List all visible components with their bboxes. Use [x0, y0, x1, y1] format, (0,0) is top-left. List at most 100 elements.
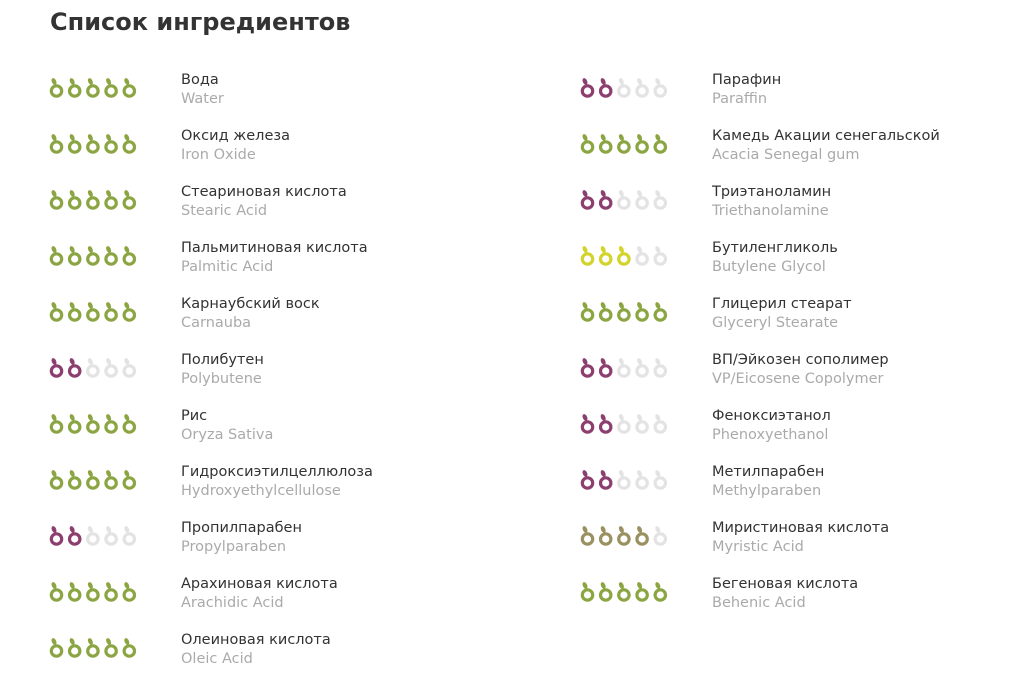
- rating-icon: [104, 414, 118, 434]
- icon-leaf: [87, 638, 93, 645]
- icon-leaf: [51, 582, 57, 589]
- rating-icon: [122, 638, 137, 658]
- icon-body: [617, 140, 631, 154]
- icon-body: [86, 532, 100, 546]
- icon-body: [122, 140, 137, 154]
- rating-icon: [653, 134, 668, 154]
- rating-icon: [617, 190, 631, 210]
- rating-icon: [635, 358, 649, 378]
- icon-body: [598, 420, 613, 434]
- icon-leaf: [655, 302, 661, 309]
- icon-leaf: [124, 638, 130, 645]
- icon-body: [67, 588, 82, 602]
- rating-icon: [67, 78, 82, 98]
- icon-leaf: [106, 526, 112, 533]
- icon-leaf: [106, 358, 112, 365]
- rating-icon: [635, 414, 649, 434]
- rating-icon: [67, 302, 82, 322]
- rating-icon: [617, 526, 631, 546]
- rating-icon: [580, 78, 595, 98]
- icon-leaf: [637, 582, 643, 589]
- rating-icon: [122, 526, 137, 546]
- icon-leaf: [600, 134, 606, 141]
- ingredient: Гидроксиэтилцеллюлоза Hydroxyethylcellulo…: [48, 464, 508, 508]
- icon-leaf: [106, 582, 112, 589]
- icon-body: [67, 420, 82, 434]
- icon-body: [617, 476, 631, 490]
- icon-leaf: [51, 246, 57, 253]
- icon-body: [635, 364, 649, 378]
- icon-leaf: [51, 302, 57, 309]
- rating-icon: [617, 302, 631, 322]
- ingredient: Камедь Акации сенегальской Acacia Senegal…: [579, 128, 1024, 172]
- icon-leaf: [106, 190, 112, 197]
- icon-body: [653, 364, 668, 378]
- icon-body: [49, 196, 64, 210]
- rating-icon: [49, 638, 64, 658]
- icon-body: [49, 364, 64, 378]
- rating-icon: [86, 134, 100, 154]
- icon-body: [653, 532, 668, 546]
- icon-leaf: [124, 190, 130, 197]
- icon-leaf: [106, 78, 112, 85]
- icon-leaf: [87, 78, 93, 85]
- icon-leaf: [51, 638, 57, 645]
- icon-body: [617, 252, 631, 266]
- rating-icon: [598, 78, 613, 98]
- icon-body: [617, 588, 631, 602]
- rating-icon: [598, 414, 613, 434]
- ingredient-latin: Myristic Acid: [712, 539, 804, 555]
- rating-icon: [635, 134, 649, 154]
- rating-icon: [653, 582, 668, 602]
- icon-leaf: [51, 414, 57, 421]
- icon-leaf: [124, 582, 130, 589]
- icon-leaf: [69, 638, 75, 645]
- ingredient-latin: Acacia Senegal gum: [712, 147, 860, 163]
- icon-leaf: [618, 582, 624, 589]
- icon-body: [67, 140, 82, 154]
- ingredient-latin: Palmitic Acid: [181, 259, 274, 275]
- icon-leaf: [582, 246, 588, 253]
- icon-leaf: [69, 190, 75, 197]
- icon-leaf: [87, 414, 93, 421]
- icon-leaf: [637, 526, 643, 533]
- icon-leaf: [655, 190, 661, 197]
- rating-icon: [49, 526, 64, 546]
- ingredient: Карнаубский воск Carnauba: [48, 296, 508, 340]
- rating-icon: [49, 78, 64, 98]
- ingredient: Метилпарабен Methylparaben: [579, 464, 1024, 508]
- icon-leaf: [69, 470, 75, 477]
- icon-leaf: [655, 134, 661, 141]
- icon-leaf: [600, 414, 606, 421]
- rating: [580, 582, 668, 602]
- icon-leaf: [600, 246, 606, 253]
- icon-body: [86, 84, 100, 98]
- rating-icon: [580, 470, 595, 490]
- icon-leaf: [637, 470, 643, 477]
- rating-icon: [617, 134, 631, 154]
- icon-body: [104, 196, 118, 210]
- rating-icon: [67, 358, 82, 378]
- ingredient-latin: Carnauba: [181, 315, 252, 331]
- rating-icon: [617, 582, 631, 602]
- icon-body: [653, 308, 668, 322]
- icon-leaf: [69, 358, 75, 365]
- icon-leaf: [582, 526, 588, 533]
- rating-icon: [49, 358, 64, 378]
- rating-icon: [122, 190, 137, 210]
- icon-body: [598, 252, 613, 266]
- icon-body: [104, 476, 118, 490]
- icon-body: [49, 252, 64, 266]
- icon-leaf: [124, 414, 130, 421]
- icon-leaf: [582, 78, 588, 85]
- icon-leaf: [124, 358, 130, 365]
- rating-icon: [122, 582, 137, 602]
- icon-leaf: [124, 302, 130, 309]
- ingredient-name: Триэтаноламин: [712, 184, 832, 200]
- rating: [580, 134, 668, 154]
- ingredient-name: Карнаубский воск: [181, 296, 320, 312]
- rating-icon: [67, 134, 82, 154]
- icon-leaf: [582, 358, 588, 365]
- icon-leaf: [51, 78, 57, 85]
- icon-body: [653, 196, 668, 210]
